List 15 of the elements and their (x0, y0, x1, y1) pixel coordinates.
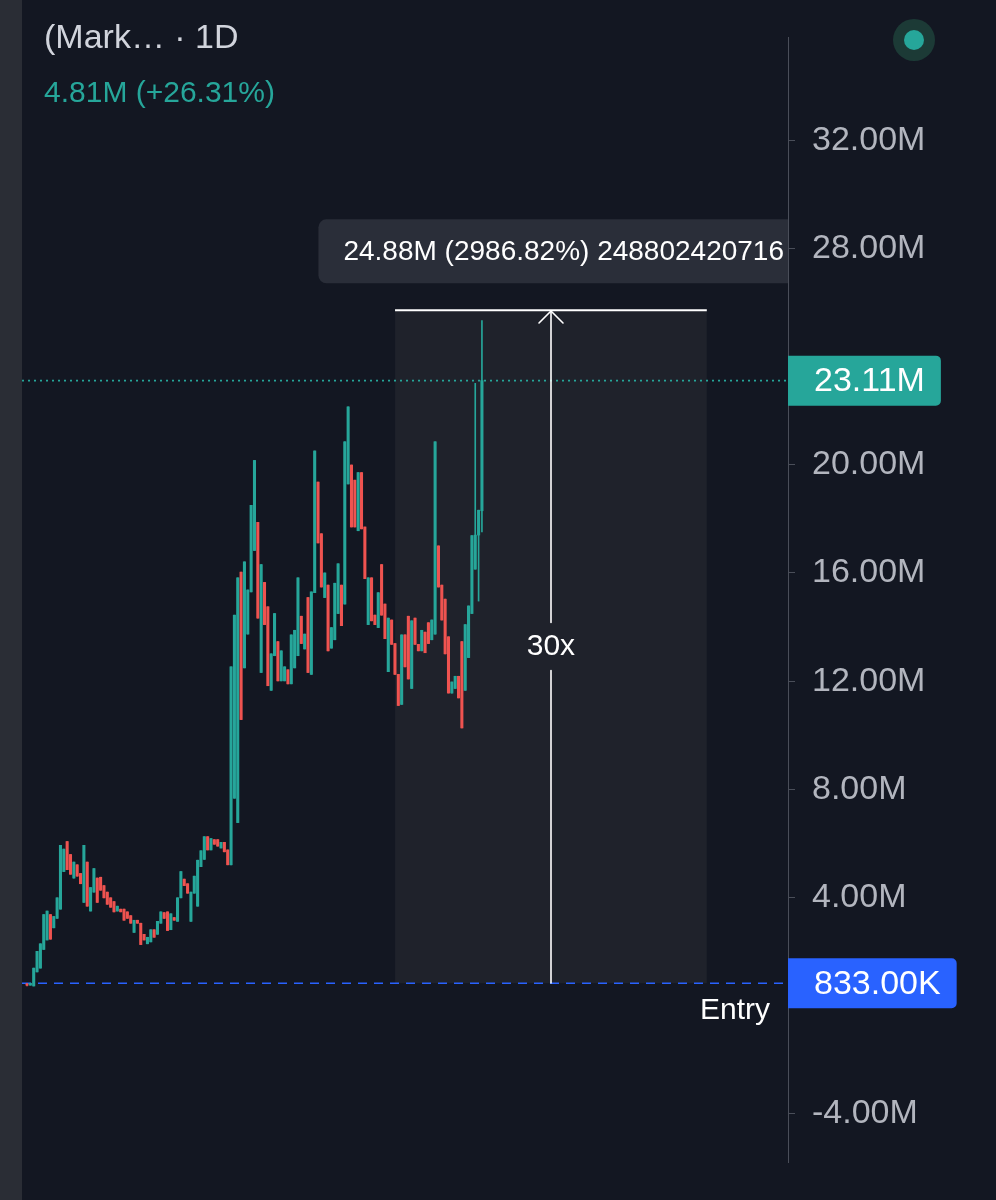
annotation: 30x (526, 628, 576, 662)
ref-line-label: 833.00K (814, 962, 941, 1001)
text: 4.81M (+26.31%) (44, 74, 275, 110)
y-tick-label: 8.00M (812, 767, 907, 806)
y-tick-label: 28.00M (812, 226, 926, 265)
y-tick-label: 12.00M (812, 659, 926, 698)
y-tick-label: 32.00M (812, 118, 926, 157)
annotation: Entry (699, 992, 770, 1026)
ref-line-label: 23.11M (814, 360, 925, 399)
y-tick-label: 20.00M (812, 443, 926, 482)
y-tick-label: 16.00M (812, 551, 926, 590)
chart-title: (Mark… · 1D (44, 16, 239, 56)
y-tick-label: 4.00M (812, 875, 907, 914)
y-tick-label: -4.00M (812, 1092, 918, 1131)
band-label: 24.88M (2986.82%) 248802420716 (343, 235, 784, 267)
